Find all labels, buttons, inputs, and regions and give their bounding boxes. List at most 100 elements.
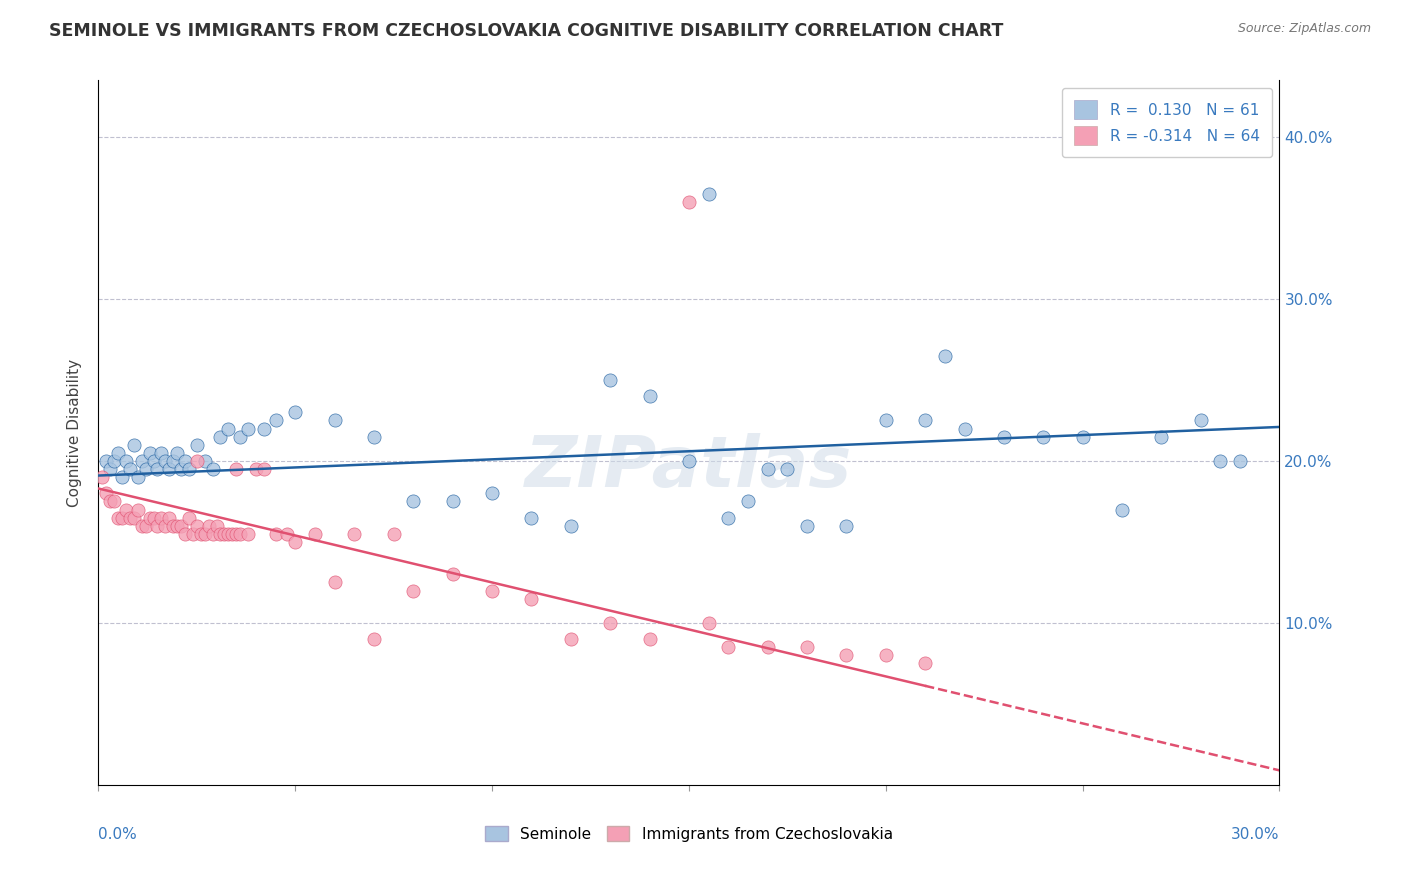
Point — [1111, 502, 1133, 516]
Point — [560, 632, 582, 647]
Point — [118, 510, 141, 524]
Point — [678, 454, 700, 468]
Point — [135, 462, 157, 476]
Point — [441, 494, 464, 508]
Point — [135, 518, 157, 533]
Point — [98, 494, 121, 508]
Point — [162, 454, 184, 468]
Point — [1189, 413, 1212, 427]
Point — [131, 454, 153, 468]
Point — [96, 486, 118, 500]
Point — [304, 527, 326, 541]
Point — [599, 373, 621, 387]
Point — [177, 510, 200, 524]
Point — [118, 462, 141, 476]
Point — [835, 518, 858, 533]
Point — [914, 657, 936, 671]
Point — [236, 527, 259, 541]
Point — [127, 502, 149, 516]
Point — [221, 527, 243, 541]
Point — [103, 494, 125, 508]
Point — [96, 454, 118, 468]
Point — [194, 527, 217, 541]
Point — [177, 462, 200, 476]
Point — [155, 454, 177, 468]
Point — [186, 438, 208, 452]
Point — [170, 518, 193, 533]
Point — [157, 510, 180, 524]
Point — [1229, 454, 1251, 468]
Point — [217, 421, 239, 435]
Point — [441, 567, 464, 582]
Point — [776, 462, 799, 476]
Point — [382, 527, 405, 541]
Point — [697, 615, 720, 630]
Point — [150, 446, 173, 460]
Point — [953, 421, 976, 435]
Point — [402, 583, 425, 598]
Point — [214, 527, 236, 541]
Point — [756, 640, 779, 655]
Point — [560, 518, 582, 533]
Point — [131, 518, 153, 533]
Point — [737, 494, 759, 508]
Point — [181, 527, 204, 541]
Point — [122, 438, 145, 452]
Point — [253, 462, 276, 476]
Point — [146, 518, 169, 533]
Point — [914, 413, 936, 427]
Point — [146, 462, 169, 476]
Text: 0.0%: 0.0% — [98, 827, 138, 842]
Point — [520, 591, 543, 606]
Point — [162, 518, 184, 533]
Point — [1150, 430, 1173, 444]
Legend: Seminole, Immigrants from Czechoslovakia: Seminole, Immigrants from Czechoslovakia — [479, 820, 898, 847]
Point — [599, 615, 621, 630]
Point — [264, 413, 287, 427]
Point — [174, 454, 197, 468]
Point — [217, 527, 239, 541]
Point — [138, 446, 160, 460]
Text: Source: ZipAtlas.com: Source: ZipAtlas.com — [1237, 22, 1371, 36]
Text: ZIPatlas: ZIPatlas — [526, 434, 852, 502]
Point — [276, 527, 298, 541]
Point — [155, 518, 177, 533]
Point — [284, 405, 307, 419]
Point — [236, 421, 259, 435]
Point — [150, 510, 173, 524]
Point — [481, 486, 503, 500]
Point — [138, 510, 160, 524]
Point — [166, 518, 188, 533]
Point — [201, 527, 224, 541]
Point — [111, 510, 134, 524]
Point — [678, 194, 700, 209]
Point — [166, 446, 188, 460]
Point — [98, 462, 121, 476]
Point — [190, 527, 212, 541]
Point — [253, 421, 276, 435]
Point — [197, 518, 219, 533]
Point — [481, 583, 503, 598]
Point — [638, 632, 661, 647]
Point — [638, 389, 661, 403]
Point — [835, 648, 858, 663]
Point — [205, 518, 228, 533]
Text: 30.0%: 30.0% — [1232, 827, 1279, 842]
Point — [284, 535, 307, 549]
Text: SEMINOLE VS IMMIGRANTS FROM CZECHOSLOVAKIA COGNITIVE DISABILITY CORRELATION CHAR: SEMINOLE VS IMMIGRANTS FROM CZECHOSLOVAK… — [49, 22, 1004, 40]
Point — [1071, 430, 1094, 444]
Point — [225, 462, 247, 476]
Point — [103, 454, 125, 468]
Point — [186, 518, 208, 533]
Point — [1209, 454, 1232, 468]
Point — [934, 349, 956, 363]
Point — [323, 413, 346, 427]
Point — [229, 527, 252, 541]
Point — [796, 640, 818, 655]
Point — [1032, 430, 1054, 444]
Point — [796, 518, 818, 533]
Point — [875, 413, 897, 427]
Point — [107, 446, 129, 460]
Point — [875, 648, 897, 663]
Point — [225, 527, 247, 541]
